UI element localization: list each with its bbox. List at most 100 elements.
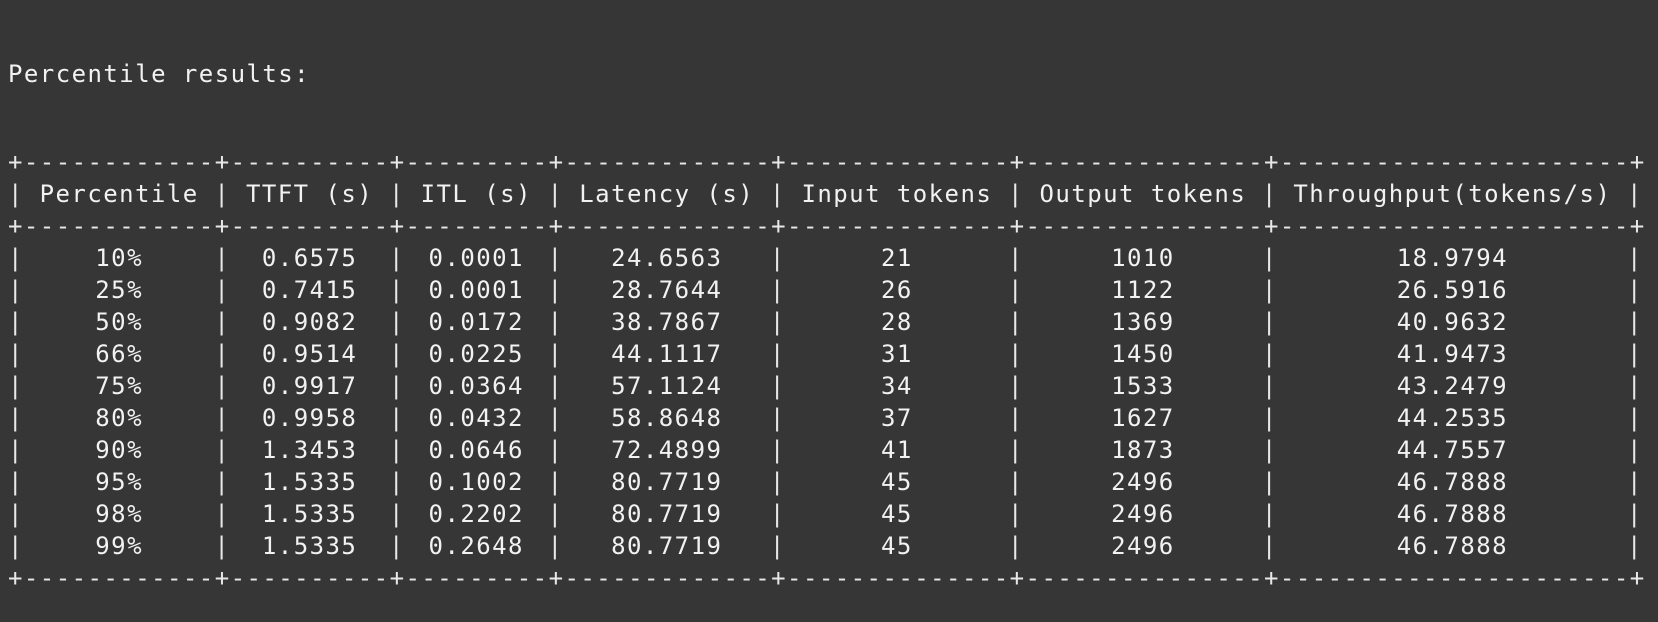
table-cell: 1450 — [1111, 340, 1175, 368]
column-separator: | — [1626, 468, 1643, 496]
table-cell: 44.7557 — [1396, 436, 1509, 464]
column-separator: | — [8, 468, 24, 496]
column-separator: | — [769, 372, 786, 400]
table-cell: 99% — [95, 532, 143, 560]
column-separator: | — [547, 500, 564, 528]
table-cell: 0.2648 — [428, 532, 524, 560]
column-separator: | — [1007, 532, 1024, 560]
table-cell: 0.0172 — [428, 308, 524, 336]
table-cell: 46.7888 — [1396, 468, 1509, 496]
table-border: +------------+----------+---------+-----… — [8, 564, 1646, 592]
table-cell: 0.0646 — [428, 436, 524, 464]
table-cell: 40.9632 — [1396, 308, 1509, 336]
column-separator: | — [214, 500, 231, 528]
column-separator: | — [1007, 468, 1024, 496]
table-cell: 18.9794 — [1396, 244, 1509, 272]
column-separator: | — [769, 276, 786, 304]
column-separator: | — [547, 244, 564, 272]
column-separator: | — [1261, 404, 1278, 432]
table-cell: 90% — [95, 436, 143, 464]
table-row: | 75% | 0.9917 | 0.0364 | 57.1124 | 34 | 1533 | 43.24… — [8, 370, 1646, 402]
column-separator: | — [388, 276, 405, 304]
table-cell: 0.1002 — [428, 468, 524, 496]
column-separator: | — [547, 340, 564, 368]
column-separator: | — [769, 308, 786, 336]
table-cell: 38.7867 — [611, 308, 723, 336]
column-separator: | — [214, 532, 231, 560]
column-separator: | — [1007, 436, 1024, 464]
table-cell: 80% — [95, 404, 143, 432]
column-separator: | — [1626, 500, 1643, 528]
table-cell: 66% — [95, 340, 143, 368]
column-separator: | — [547, 532, 564, 560]
column-separator: | — [388, 180, 405, 208]
table-cell: 1533 — [1111, 372, 1175, 400]
table-cell: 0.0364 — [428, 372, 524, 400]
table-border: +------------+----------+---------+-----… — [8, 148, 1646, 176]
table-cell: 0.9514 — [261, 340, 358, 368]
column-separator: | — [547, 180, 564, 208]
column-separator: | — [214, 468, 231, 496]
column-separator: | — [8, 372, 24, 400]
column-separator: | — [8, 180, 24, 208]
table-cell: 37 — [880, 404, 913, 432]
column-separator: | — [214, 404, 231, 432]
column-separator: | — [547, 436, 564, 464]
table-row: | 80% | 0.9958 | 0.0432 | 58.8648 | 37 | 1627 | 44.25… — [8, 402, 1646, 434]
column-separator: | — [1261, 308, 1278, 336]
column-separator: | — [769, 340, 786, 368]
column-separator: | — [214, 180, 231, 208]
column-separator: | — [214, 436, 231, 464]
column-separator: | — [1626, 276, 1643, 304]
table-cell: 80.7719 — [611, 532, 723, 560]
table-cell: 26.5916 — [1396, 276, 1509, 304]
column-separator: | — [1626, 404, 1643, 432]
column-separator: | — [8, 500, 24, 528]
column-separator: | — [1626, 372, 1643, 400]
table-cell: 24.6563 — [611, 244, 723, 272]
column-separator: | — [769, 404, 786, 432]
table-cell: 31 — [880, 340, 913, 368]
table-cell: 1.3453 — [261, 436, 358, 464]
table-row: | 66% | 0.9514 | 0.0225 | 44.1117 | 31 | 1450 | 41.94… — [8, 338, 1646, 370]
table-cell: 98% — [95, 500, 143, 528]
table-cell: 50% — [95, 308, 143, 336]
table-cell: 1.5335 — [261, 500, 358, 528]
column-separator: | — [214, 244, 231, 272]
table-cell: 21 — [880, 244, 913, 272]
table-cell: 0.9917 — [261, 372, 358, 400]
column-separator: | — [8, 276, 24, 304]
column-separator: | — [1626, 340, 1643, 368]
results-heading: Percentile results: — [8, 60, 311, 88]
column-separator: | — [1007, 500, 1024, 528]
table-row: | 50% | 0.9082 | 0.0172 | 38.7867 | 28 | 1369 | 40.96… — [8, 306, 1646, 338]
column-separator: | — [769, 500, 786, 528]
column-separator: | — [547, 308, 564, 336]
column-separator: | — [769, 436, 786, 464]
table-cell: 46.7888 — [1396, 532, 1509, 560]
table-row: | 25% | 0.7415 | 0.0001 | 28.7644 | 26 | 1122 | 26.59… — [8, 274, 1646, 306]
table-cell: 80.7719 — [611, 468, 723, 496]
table-cell: 0.0001 — [428, 276, 524, 304]
column-header: ITL (s) — [420, 180, 532, 208]
column-separator: | — [1261, 276, 1278, 304]
table-row: | 95% | 1.5335 | 0.1002 | 80.7719 | 45 | 2496 | 46.78… — [8, 466, 1646, 498]
column-separator: | — [1007, 404, 1024, 432]
column-separator: | — [1261, 180, 1278, 208]
table-cell: 1010 — [1111, 244, 1175, 272]
column-separator: | — [769, 532, 786, 560]
column-separator: | — [8, 532, 24, 560]
table-cell: 2496 — [1111, 532, 1175, 560]
column-separator: | — [8, 404, 24, 432]
table-cell: 1.5335 — [261, 532, 358, 560]
table-cell: 1.5335 — [261, 468, 358, 496]
column-separator: | — [1626, 308, 1643, 336]
table-cell: 46.7888 — [1396, 500, 1509, 528]
column-header: Input tokens — [801, 180, 993, 208]
table-cell: 0.9958 — [261, 404, 358, 432]
table-row: | 10% | 0.6575 | 0.0001 | 24.6563 | 21 | 1010 | 18.97… — [8, 242, 1646, 274]
column-separator: | — [1261, 340, 1278, 368]
table-border: +------------+----------+---------+-----… — [8, 212, 1646, 240]
column-separator: | — [214, 308, 231, 336]
column-separator: | — [388, 500, 405, 528]
